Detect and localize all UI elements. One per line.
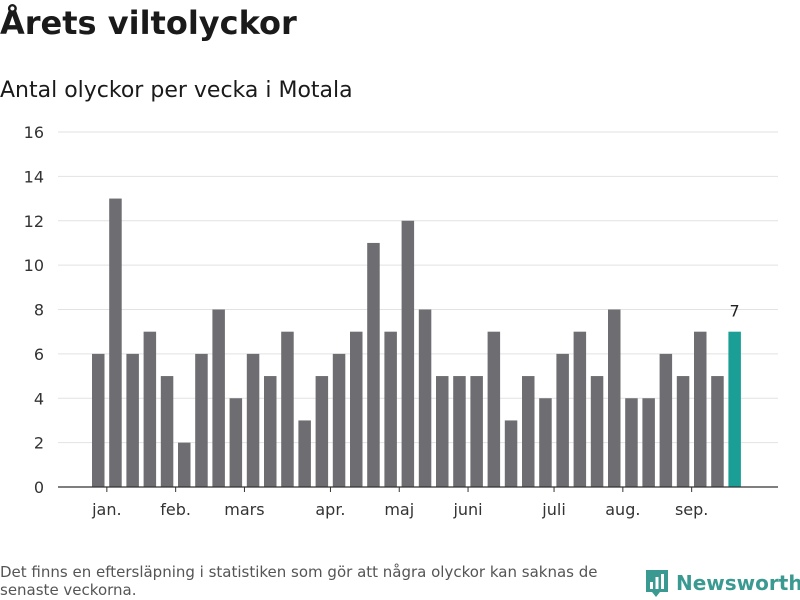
x-tick-label: feb. xyxy=(160,500,191,519)
logo-text: Newsworthy xyxy=(676,571,800,595)
bar xyxy=(367,242,380,487)
bar xyxy=(281,331,294,487)
bar xyxy=(470,376,483,487)
y-tick-label: 2 xyxy=(34,434,44,453)
bar xyxy=(539,398,552,487)
bars xyxy=(92,198,741,487)
y-axis-ticks: 0 2 4 6 8 10 12 14 16 xyxy=(24,123,44,497)
grid-lines xyxy=(58,131,778,444)
bar xyxy=(590,376,604,487)
bar xyxy=(350,331,363,487)
x-tick-label: maj xyxy=(384,500,414,519)
x-tick-label: sep. xyxy=(675,500,708,519)
y-tick-label: 8 xyxy=(34,301,44,320)
bar xyxy=(573,331,587,487)
bar xyxy=(487,331,501,487)
x-tick-label: juli xyxy=(541,500,565,519)
bar xyxy=(298,420,311,487)
bar xyxy=(264,376,277,487)
chart-subtitle: Antal olyckor per vecka i Motala xyxy=(0,78,353,103)
bar xyxy=(522,376,535,487)
y-tick-label: 10 xyxy=(24,256,44,275)
bar xyxy=(332,353,346,487)
y-tick-label: 16 xyxy=(24,123,44,142)
bar xyxy=(92,353,105,487)
bar xyxy=(143,331,157,487)
bar xyxy=(246,353,260,487)
bar xyxy=(212,309,225,487)
footnote: Det finns en eftersläpning i statistiken… xyxy=(0,563,598,599)
bar xyxy=(676,376,690,487)
bar xyxy=(556,353,569,487)
bar xyxy=(229,398,243,487)
x-tick-label: juni xyxy=(452,500,482,519)
bar xyxy=(659,353,673,487)
bar xyxy=(178,442,191,487)
y-tick-label: 6 xyxy=(34,345,44,364)
y-tick-label: 4 xyxy=(34,389,44,408)
x-axis-ticks: jan. feb. mars apr. maj juni juli aug. sep. xyxy=(91,487,708,519)
bar xyxy=(436,376,449,487)
bar xyxy=(642,398,655,487)
bar xyxy=(384,331,397,487)
bar xyxy=(711,376,724,487)
bar xyxy=(195,353,208,487)
y-tick-label: 12 xyxy=(24,212,44,231)
x-tick-label: apr. xyxy=(315,500,345,519)
bar xyxy=(728,331,741,487)
x-tick-label: jan. xyxy=(91,500,121,519)
bar xyxy=(109,198,122,487)
y-tick-label: 14 xyxy=(24,167,44,186)
newsworthy-logo[interactable]: Newsworthy xyxy=(644,568,800,598)
bar xyxy=(315,376,329,487)
bar xyxy=(453,376,466,487)
bar xyxy=(126,353,139,487)
bar xyxy=(608,309,621,487)
highlight-value-label: 7 xyxy=(730,302,740,321)
bar xyxy=(694,331,707,487)
bar-chart: 0 2 4 6 8 10 12 14 16 jan. feb. mars apr. maj juni jul… xyxy=(24,123,778,519)
bar xyxy=(401,220,415,487)
chart-title: Årets viltolyckor xyxy=(0,4,297,42)
x-tick-label: aug. xyxy=(605,500,640,519)
x-tick-label: mars xyxy=(224,500,264,519)
bar xyxy=(625,398,638,487)
y-tick-label: 0 xyxy=(34,478,44,497)
bar xyxy=(418,309,432,487)
newsworthy-chart-icon xyxy=(646,570,668,597)
bar xyxy=(160,376,174,487)
bar xyxy=(504,420,518,487)
